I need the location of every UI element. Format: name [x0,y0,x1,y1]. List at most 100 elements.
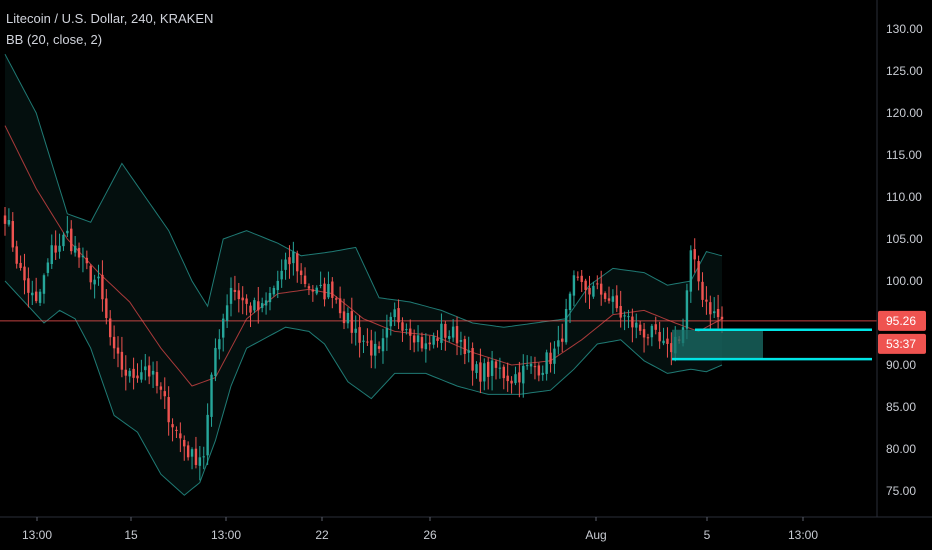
candle-body [229,287,233,304]
candle-body [109,318,112,338]
candle-body [448,336,451,339]
candle-body [654,324,657,330]
candle-body [416,335,420,343]
candle-body [31,292,34,296]
candle-body [245,298,248,304]
candle-body [34,291,38,302]
candle-body [522,365,525,384]
candle-body [288,257,291,265]
y-tick-label: 115.00 [886,148,922,162]
candle-body [112,336,116,349]
candle-body [502,366,505,379]
candle-body [105,298,108,318]
candle-body [342,311,346,324]
bollinger-bands [0,53,877,496]
candle-body [315,287,318,294]
candle-body [167,397,170,423]
candle-body [553,348,556,364]
candle-body [370,340,373,356]
candle-body [159,386,163,390]
symbol-title[interactable]: Litecoin / U.S. Dollar, 240, KRAKEN [6,11,214,26]
candle-body [533,366,537,368]
y-tick-label: 125.00 [886,64,923,78]
candle-body [611,296,615,302]
y-tick-label: 90.00 [886,358,916,372]
candle-body [471,348,474,371]
indicator-label[interactable]: BB (20, close, 2) [6,32,103,47]
candle-body [510,380,513,384]
candle-body [132,368,135,378]
candle-body [70,228,73,252]
candle-body [128,370,131,377]
candle-body [296,253,299,272]
candle-body [249,305,252,313]
candle-body [475,364,478,373]
candle-body [222,318,225,338]
candle-body [701,281,704,300]
candle-body [358,327,361,343]
candle-body [685,290,689,329]
candle-body [596,283,599,285]
candle-body [163,391,166,397]
x-tick-label: 15 [124,528,138,542]
candle-body [603,293,607,299]
candle-body [693,249,696,260]
candle-body [307,286,311,289]
candle-body [58,245,61,252]
candle-body [412,335,416,343]
candle-body [440,323,443,343]
bb-basis-line [4,125,723,387]
y-tick-label: 85.00 [886,400,916,414]
candle-body [463,339,467,355]
bb-upper-line [4,53,723,328]
candle-body [642,329,646,338]
last-price-tag [878,310,926,331]
candle-body [576,276,580,278]
candle-body [409,328,412,336]
candle-body [486,361,490,377]
support-zone[interactable] [672,328,872,361]
candle-body [120,351,124,370]
x-tick-label: 26 [423,528,437,542]
candle-body [599,283,603,295]
candle-body [194,448,198,465]
candle-body [592,285,595,297]
candle-body [7,220,11,225]
candle-body [623,315,626,317]
candle-body [424,343,428,350]
y-tick-label: 80.00 [886,442,916,456]
y-tick-label: 110.00 [886,190,922,204]
candle-body [179,433,182,439]
candle-body [545,352,548,374]
candle-body [490,360,494,376]
candle-body [709,302,712,315]
y-tick-label: 120.00 [886,106,923,120]
candle-body [62,234,65,247]
candle-body [89,265,92,283]
x-axis[interactable]: 13:00 15 13:00 22 26 Aug 5 13:00 [22,517,818,542]
candle-body [455,326,459,344]
candle-body [518,372,521,383]
candle-body [19,262,22,268]
candle-body [713,311,716,314]
candle-body [720,316,724,320]
candle-body [42,275,46,294]
candle-body [638,324,642,331]
candle-body [54,245,57,253]
candle-body [405,329,408,331]
candle-body [459,340,463,342]
candle-body [646,337,650,339]
candle-body [202,456,205,458]
candlestick-series [3,206,724,481]
candle-body [549,352,552,365]
y-tick-label: 100.00 [886,274,923,288]
candle-body [697,261,700,282]
candle-body [444,323,447,338]
candle-body [705,299,708,302]
candle-body [541,372,544,375]
candle-body [619,306,622,318]
candle-body [401,322,404,331]
candle-body [299,270,303,276]
candle-body [584,280,587,290]
